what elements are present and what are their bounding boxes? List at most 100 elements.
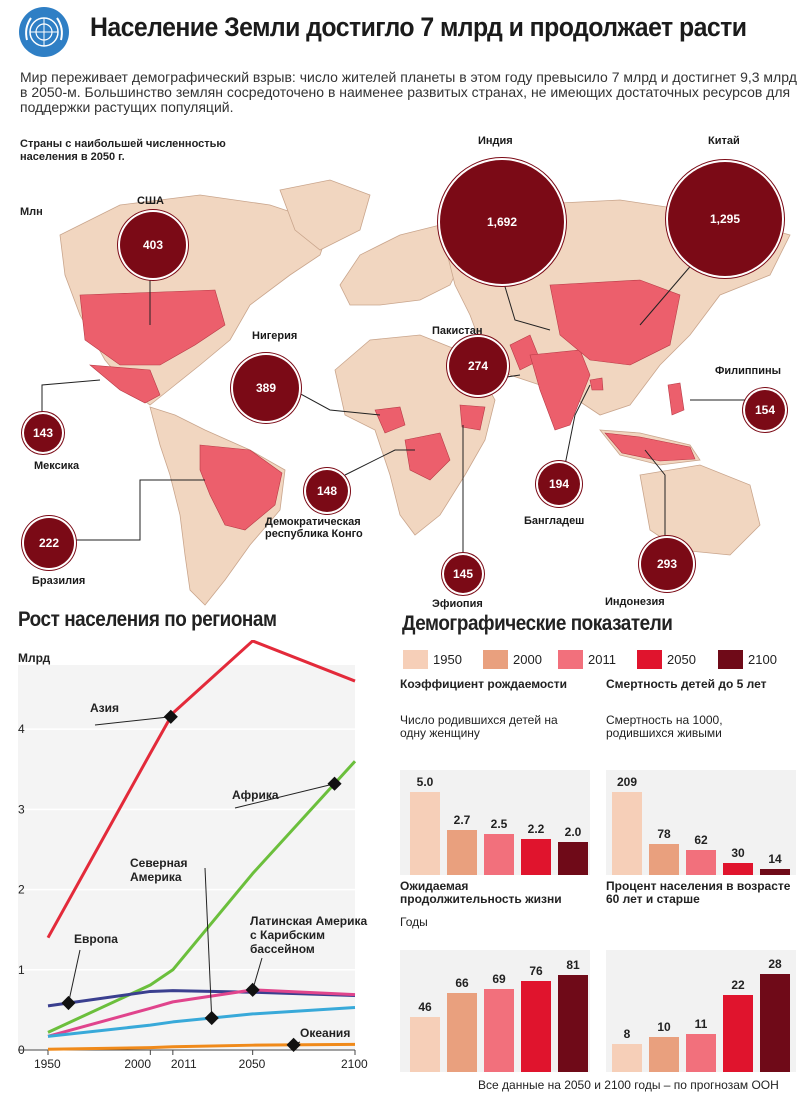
bar-value-label: 11 [694, 1016, 708, 1031]
bar-value-label: 10 [657, 1020, 671, 1035]
greenland-shape [279, 179, 371, 251]
label-india: Индия [478, 135, 513, 147]
bar-2011 [686, 850, 716, 875]
bar-value-label: 62 [694, 833, 708, 848]
label-philippines: Филиппины [715, 365, 781, 377]
bar-2000 [649, 1037, 679, 1072]
bar-value-label: 2.0 [564, 824, 582, 839]
series-label: Азия [90, 701, 119, 715]
bangladesh-shape [589, 377, 604, 391]
x-tick-label: 2050 [239, 1057, 266, 1071]
legend-label: 1950 [433, 652, 462, 667]
x-tick-label: 1950 [34, 1057, 61, 1071]
bar-1950 [612, 792, 642, 875]
legend-swatch [718, 650, 743, 669]
series-marker [245, 982, 260, 997]
label-nigeria: Нигерия [252, 330, 298, 342]
bar-2000 [649, 844, 679, 875]
demo-title: Демографические показатели [402, 612, 673, 635]
bar-panel-title: Процент населения в возрасте 60 лет и ст… [606, 879, 791, 906]
philippines-shape [667, 382, 685, 416]
nigeria-shape [374, 406, 406, 434]
x-tick-label: 2011 [171, 1057, 197, 1071]
bar-value-label: 2.2 [527, 821, 545, 836]
mexico-shape [89, 364, 161, 404]
bar-value-label: 66 [455, 975, 469, 990]
legend-swatch [483, 650, 508, 669]
series-leader [204, 867, 213, 1019]
y-tick-label: 4 [18, 722, 25, 736]
bar-value-label: 76 [529, 963, 543, 978]
series-marker [286, 1037, 301, 1052]
usa-shape [79, 289, 226, 366]
bar-2000 [447, 830, 477, 875]
series-line-Африка [47, 760, 357, 1034]
series-leader [94, 716, 171, 726]
label-pakistan: Пакистан [432, 325, 483, 337]
legend-label: 2011 [588, 652, 616, 667]
bar-panel-title: Ожидаемая продолжительность жизни [400, 879, 562, 906]
indonesia-highlight-shape [604, 432, 696, 462]
bubble-mexico: 143 [24, 414, 62, 452]
series-label: Латинская Америка [250, 914, 368, 928]
series-label: Америка [130, 870, 182, 884]
legend-item-2000: 2000 [483, 650, 542, 669]
congo-shape [404, 432, 451, 481]
regions-title: Рост населения по регионам [18, 608, 277, 631]
bar-2100 [760, 869, 790, 875]
legend-swatch [403, 650, 428, 669]
bar-value-label: 78 [657, 827, 671, 842]
label-ethiopia: Эфиопия [432, 598, 483, 610]
bar-2100 [558, 974, 588, 1072]
legend-label: 2000 [513, 652, 542, 667]
bubble-nigeria: 389 [233, 355, 299, 421]
bar-2100 [760, 974, 790, 1072]
bubble-philippines: 154 [745, 390, 785, 430]
series-label: Африка [232, 788, 279, 802]
bar-2000 [447, 992, 477, 1072]
series-label: Европа [74, 932, 118, 946]
bubble-india: 1,692 [440, 160, 564, 284]
bar-value-label: 5.0 [416, 775, 434, 790]
australia-shape [639, 464, 761, 556]
bar-value-label: 30 [731, 846, 745, 861]
label-brazil: Бразилия [32, 575, 86, 587]
legend-item-2050: 2050 [637, 650, 696, 669]
bubble-ethiopia: 145 [444, 555, 482, 593]
bubble-pakistan: 274 [449, 337, 507, 395]
series-marker [61, 995, 76, 1011]
bar-value-label: 46 [418, 999, 432, 1014]
bar-panel-subtitle: Число родившихся детей на одну женщину [400, 713, 558, 740]
bar-panel-title: Коэффициент рождаемости [400, 677, 568, 691]
intro-text: Мир переживает демографический взрыв: чи… [20, 69, 797, 115]
bar-panel-subtitle: Смертность на 1000, родившихся живыми [606, 713, 723, 740]
bar-value-label: 22 [731, 978, 745, 993]
series-leader [67, 949, 81, 1004]
footnote: Все данные на 2050 и 2100 годы – по прог… [478, 1078, 779, 1092]
map-unit: Млн [20, 206, 43, 218]
label-bangladesh: Бангладеш [524, 515, 585, 527]
legend-item-2011: 2011 [558, 650, 616, 669]
bar-value-label: 2.7 [453, 813, 471, 828]
series-label: Северная [130, 856, 188, 870]
bar-1950 [410, 792, 440, 875]
bar-value-label: 209 [616, 775, 638, 790]
un-logo [19, 7, 69, 57]
bar-1950 [410, 1016, 440, 1072]
china-shape [549, 279, 681, 366]
legend-label: 2050 [667, 652, 696, 667]
bar-value-label: 2.5 [490, 816, 508, 831]
bubble-china: 1,295 [668, 162, 782, 276]
bubble-usa: 403 [120, 212, 186, 278]
bar-value-label: 28 [768, 957, 782, 972]
series-line-Европа [47, 989, 356, 1008]
bubble-bangladesh: 194 [538, 463, 580, 505]
label-congo: Демократическая республика Конго [265, 516, 363, 540]
bar-panel-title: Смертность детей до 5 лет [606, 677, 767, 691]
india-shape [529, 349, 591, 431]
bar-value-label: 14 [768, 852, 782, 867]
series-label: с Карибским [250, 928, 325, 942]
bar-2050 [723, 863, 753, 875]
legend-item-2100: 2100 [718, 650, 777, 669]
legend-label: 2100 [748, 652, 777, 667]
